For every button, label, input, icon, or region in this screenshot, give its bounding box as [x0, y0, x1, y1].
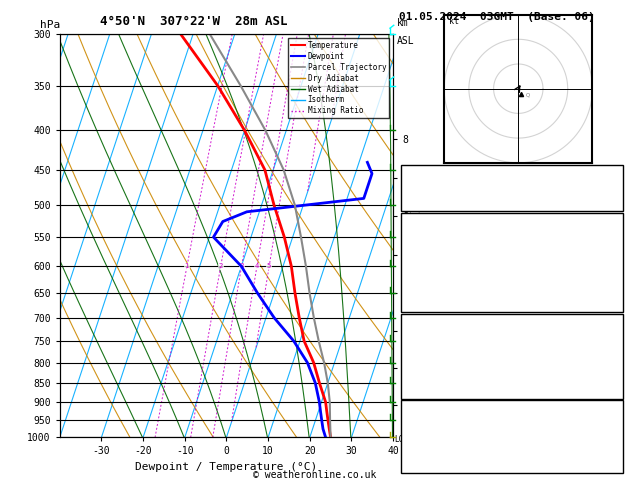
Text: θₑ(K): θₑ(K)	[404, 258, 436, 268]
Text: StmSpd (kt): StmSpd (kt)	[404, 460, 473, 470]
Text: Pressure (mb): Pressure (mb)	[404, 331, 486, 341]
Text: hPa: hPa	[40, 20, 60, 30]
Text: 25: 25	[607, 170, 620, 180]
Text: EH: EH	[404, 418, 417, 428]
Text: 351: 351	[601, 345, 620, 355]
Text: -0: -0	[607, 272, 620, 281]
Text: CAPE (J): CAPE (J)	[404, 285, 454, 295]
Text: 116°: 116°	[594, 446, 620, 456]
Text: -8: -8	[607, 418, 620, 428]
Text: kt: kt	[449, 17, 459, 26]
Text: 18: 18	[607, 299, 620, 309]
X-axis label: Dewpoint / Temperature (°C): Dewpoint / Temperature (°C)	[135, 462, 318, 472]
Text: 01.05.2024  03GMT  (Base: 06): 01.05.2024 03GMT (Base: 06)	[399, 12, 595, 22]
Text: Surface: Surface	[490, 218, 534, 227]
Text: 4.77: 4.77	[594, 196, 620, 207]
Text: StmDir: StmDir	[404, 446, 442, 456]
Text: CIN (J): CIN (J)	[404, 299, 448, 309]
Text: 38: 38	[607, 183, 620, 193]
Text: LCL: LCL	[394, 435, 408, 444]
Text: 2: 2	[218, 263, 223, 269]
Text: Q: Q	[526, 92, 530, 97]
Text: 351: 351	[601, 258, 620, 268]
Y-axis label: Mixing Ratio (g/kg): Mixing Ratio (g/kg)	[411, 180, 421, 292]
Text: 4: 4	[613, 432, 620, 442]
Text: Most Unstable: Most Unstable	[471, 318, 553, 329]
Text: 4°50'N  307°22'W  28m ASL: 4°50'N 307°22'W 28m ASL	[100, 15, 287, 28]
Text: θₑ (K): θₑ (K)	[404, 345, 442, 355]
Text: km: km	[396, 18, 408, 28]
Text: Totals Totals: Totals Totals	[404, 183, 486, 193]
Text: 4: 4	[255, 263, 259, 269]
Text: 5: 5	[267, 263, 271, 269]
Text: Hodograph: Hodograph	[484, 405, 540, 415]
Legend: Temperature, Dewpoint, Parcel Trajectory, Dry Adiabat, Wet Adiabat, Isotherm, Mi: Temperature, Dewpoint, Parcel Trajectory…	[287, 38, 389, 119]
Text: 3: 3	[239, 263, 244, 269]
Text: CIN (J): CIN (J)	[404, 386, 448, 396]
Text: 25: 25	[607, 230, 620, 240]
Text: Lifted Index: Lifted Index	[404, 272, 479, 281]
Text: Dewp (°C): Dewp (°C)	[404, 244, 460, 254]
Text: 10: 10	[607, 460, 620, 470]
Text: Temp (°C): Temp (°C)	[404, 230, 460, 240]
Text: 365: 365	[601, 285, 620, 295]
Text: CAPE (J): CAPE (J)	[404, 372, 454, 382]
Text: K: K	[404, 170, 411, 180]
Text: PW (cm): PW (cm)	[404, 196, 448, 207]
Text: 18: 18	[607, 386, 620, 396]
Text: ASL: ASL	[396, 36, 414, 46]
Text: 1009: 1009	[594, 331, 620, 341]
Text: SREH: SREH	[404, 432, 430, 442]
Text: © weatheronline.co.uk: © weatheronline.co.uk	[253, 470, 376, 480]
Text: 365: 365	[601, 372, 620, 382]
Text: 23.8: 23.8	[594, 244, 620, 254]
Text: Lifted Index: Lifted Index	[404, 358, 479, 368]
Text: -0: -0	[607, 358, 620, 368]
Text: 1: 1	[185, 263, 189, 269]
